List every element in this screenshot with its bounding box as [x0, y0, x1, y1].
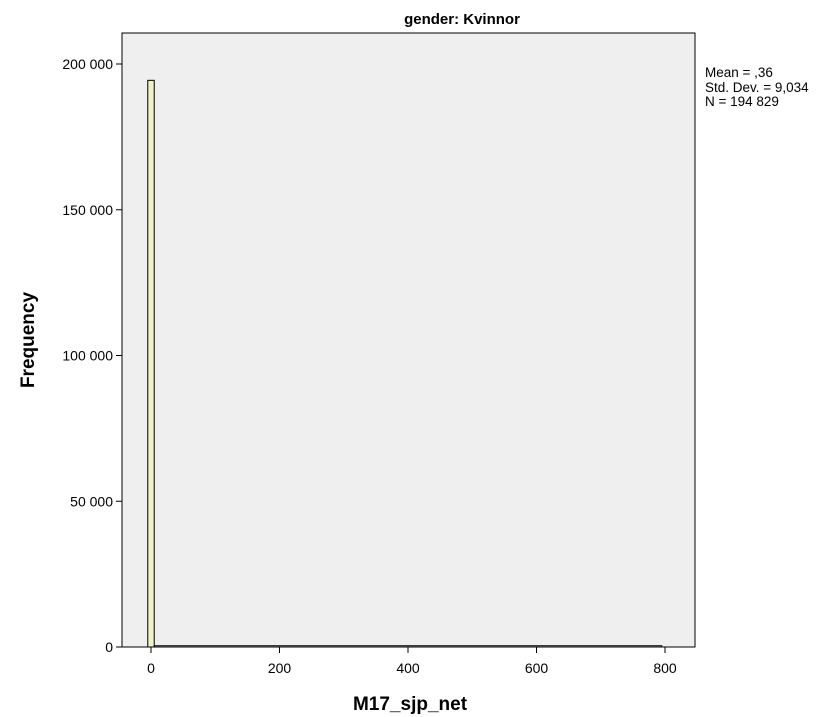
y-tick-label: 50 000	[70, 493, 113, 509]
plot-area	[121, 32, 696, 648]
stat-std-dev: Std. Dev. = 9,034	[705, 79, 809, 95]
summary-statistics: Mean = ,36 Std. Dev. = 9,034 N = 194 829	[705, 65, 809, 110]
x-tick-label: 200	[268, 660, 292, 676]
x-tick-label: 600	[525, 660, 549, 676]
histogram-bar	[147, 79, 155, 648]
stat-mean: Mean = ,36	[705, 65, 773, 80]
x-tick-label: 400	[396, 660, 420, 676]
y-axis-title: Frequency	[18, 292, 39, 389]
chart-title: gender: Kvinnor	[404, 11, 520, 28]
x-tick-label: 0	[147, 660, 155, 676]
y-tick-label: 0	[105, 639, 113, 655]
x-tick-label: 800	[653, 660, 677, 676]
y-tick-label: 100 000	[62, 348, 113, 364]
x-axis: 0 200 400 600 800	[147, 647, 677, 676]
y-axis: 0 50 000 100 000 150 000 200 000	[62, 56, 122, 655]
x-axis-title: M17_sjp_net	[353, 694, 468, 715]
stat-n: N = 194 829	[705, 94, 779, 109]
histogram-bar	[153, 645, 663, 648]
y-tick-label: 200 000	[62, 56, 113, 72]
y-tick-label: 150 000	[62, 202, 113, 218]
